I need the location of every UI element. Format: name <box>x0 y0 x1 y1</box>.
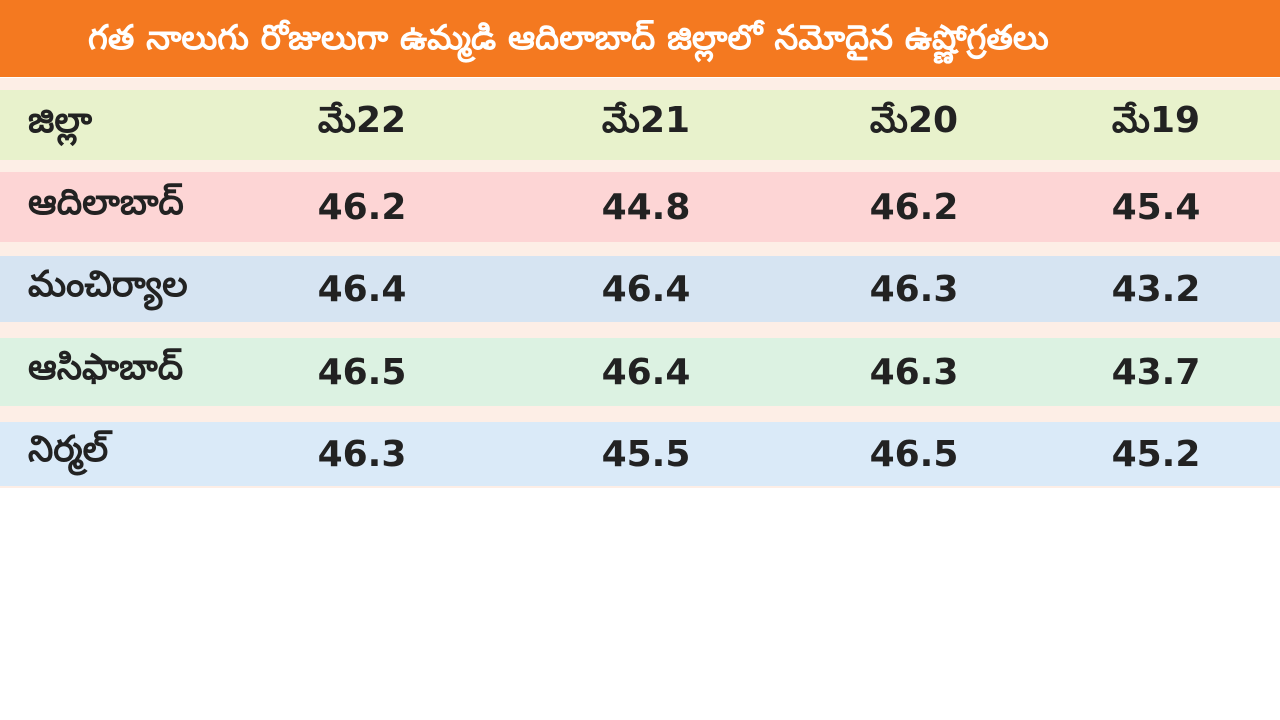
district-name: మంచిర్యాల <box>28 264 188 305</box>
temperature: 45.4 <box>1111 186 1201 228</box>
temperature: 46.2 <box>317 186 407 228</box>
temperature: 46.4 <box>601 351 691 393</box>
table-row: ఆసిఫాబాద్ 46.5 46.4 46.3 43.7 <box>0 338 1280 406</box>
column-header: జిల్లా <box>28 100 93 141</box>
temperature: 46.3 <box>317 433 407 475</box>
column-header: మే22 <box>317 100 407 141</box>
title: గత నాలుగు రోజులుగా ఉమ్మడి ఆదిలాబాద్ జిల్… <box>0 0 1280 77</box>
column-header: మే19 <box>1111 100 1201 141</box>
table: జిల్లా మే22 మే21 మే20 మే19 ఆదిలాబాద్ 46.2 44.8 4… <box>0 78 1280 488</box>
column-header: మే20 <box>869 100 959 141</box>
district-name: ఆదిలాబాద్ <box>28 182 184 223</box>
header-row: జిల్లా మే22 మే21 మే20 మే19 <box>0 90 1280 160</box>
temperature: 46.3 <box>869 268 959 310</box>
temperature: 45.5 <box>601 433 691 475</box>
temperature: 46.4 <box>317 268 407 310</box>
temperature: 46.2 <box>869 186 959 228</box>
district-name: ఆసిఫాబాద్ <box>28 347 184 388</box>
temperature: 45.2 <box>1111 433 1201 475</box>
temperature: 46.3 <box>869 351 959 393</box>
column-header: మే21 <box>601 100 691 141</box>
table-row: నిర్మల్ 46.3 45.5 46.5 45.2 <box>0 422 1280 486</box>
temperature: 46.5 <box>869 433 959 475</box>
table-row: మంచిర్యాల 46.4 46.4 46.3 43.2 <box>0 256 1280 322</box>
temperature: 44.8 <box>601 186 691 228</box>
temperature: 46.4 <box>601 268 691 310</box>
table-row: ఆదిలాబాద్ 46.2 44.8 46.2 45.4 <box>0 172 1280 242</box>
temperature: 46.5 <box>317 351 407 393</box>
district-name: నిర్మల్ <box>28 429 109 470</box>
temperature: 43.7 <box>1111 351 1201 393</box>
temperature: 43.2 <box>1111 268 1201 310</box>
